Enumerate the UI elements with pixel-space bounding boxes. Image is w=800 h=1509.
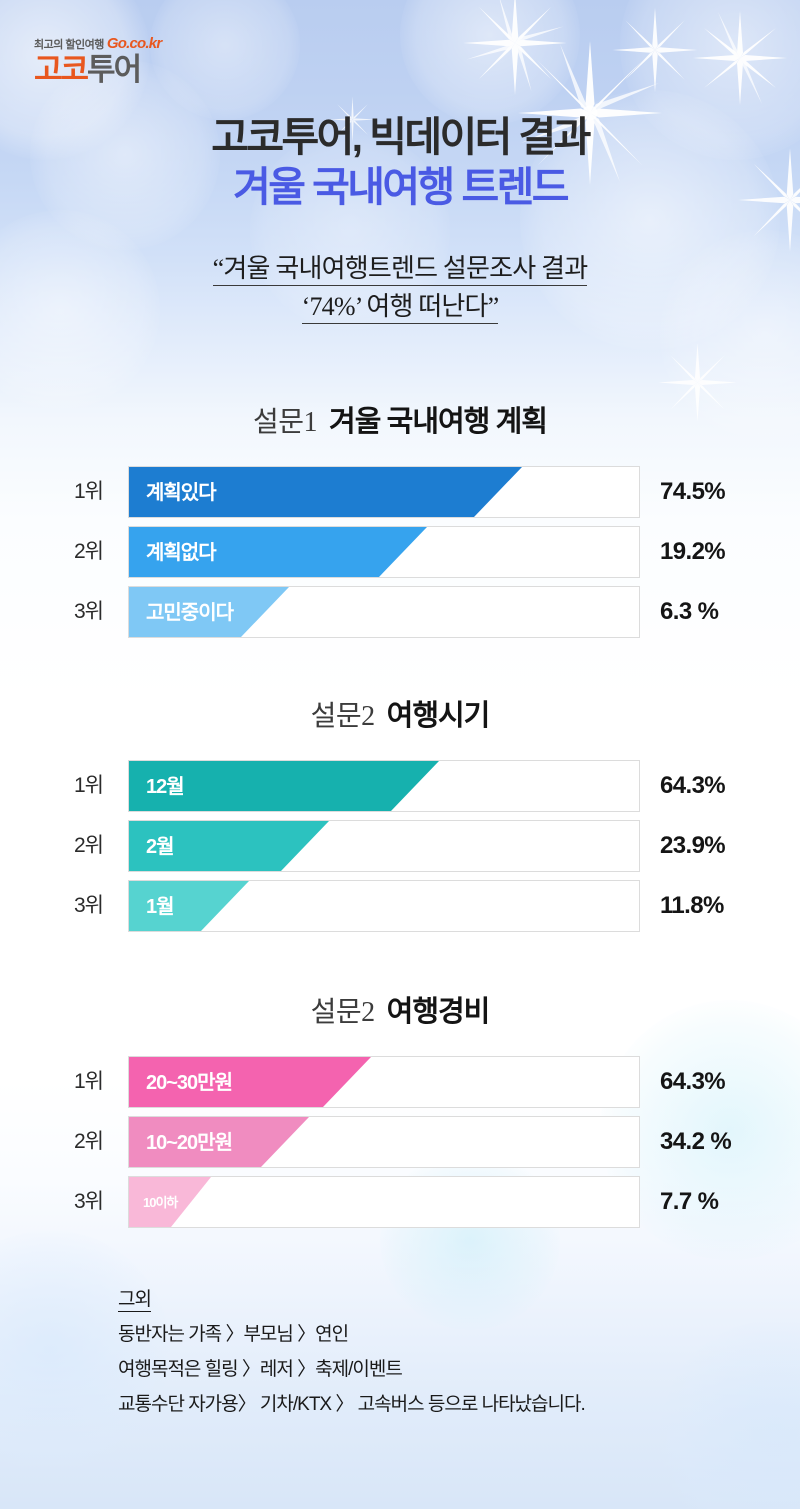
bar-value-label: 64.3% <box>660 1068 726 1095</box>
rank-label: 1위 <box>74 480 104 503</box>
bokeh-circle <box>400 0 580 125</box>
bar-value-label: 7.7 % <box>660 1188 719 1215</box>
bar-value-label: 34.2 % <box>660 1128 732 1155</box>
bar-value-label: 19.2% <box>660 538 726 565</box>
logo-wordmark: 고코투어 <box>34 53 184 87</box>
bar-track: 계획없다 <box>128 526 640 578</box>
snowflake-sparkle-icon <box>612 7 698 93</box>
rank-label: 3위 <box>74 894 104 917</box>
footer-line: 교통수단 자가용〉 기차/KTX 〉 고속버스 등으로 나타났습니다. <box>118 1394 586 1415</box>
snowflake-sparkle-icon <box>463 0 567 95</box>
footer-heading: 그외 <box>118 1289 152 1312</box>
bar-category-label: 2월 <box>146 836 175 858</box>
section-1-title: 겨울 국내여행 계획 <box>329 406 548 438</box>
bar-category-label: 1월 <box>146 896 175 918</box>
rank-label: 1위 <box>74 1070 104 1093</box>
footer-notes: 그외 동반자는 가족 〉부모님 〉연인 여행목적은 힐링 〉레저 〉축제/이벤트… <box>118 1283 778 1422</box>
bar-row: 3위 1월 11.8% <box>0 880 800 932</box>
subtitle-line-1: “겨울 국내여행트렌드 설문조사 결과 <box>0 250 800 288</box>
bar-category-label: 고민중이다 <box>146 602 234 624</box>
logo-tagline: 최고의 할인여행 <box>34 39 104 51</box>
bar-category-label: 10~20만원 <box>146 1132 233 1154</box>
rank-label: 2위 <box>74 834 104 857</box>
survey-section-2: 설문2 여행시기 1위 12월 64.3% 2위 2월 23.9% 3위 1월 <box>0 692 800 940</box>
section-2-survey-number: 설문2 <box>310 701 376 732</box>
footer-line: 동반자는 가족 〉부모님 〉연인 <box>118 1324 349 1345</box>
bar-track: 1월 <box>128 880 640 932</box>
rank-label: 3위 <box>74 1190 104 1213</box>
bar-category-label: 10이하 <box>143 1195 178 1210</box>
brand-logo[interactable]: 최고의 할인여행 Go.co.kr 고코투어 <box>34 36 184 88</box>
footer-line: 여행목적은 힐링 〉레저 〉축제/이벤트 <box>118 1359 403 1380</box>
bar-track: 10~20만원 <box>128 1116 640 1168</box>
title-line-2: 겨울 국내여행 트렌드 <box>233 164 569 210</box>
bar-fill <box>129 527 427 577</box>
bar-category-label: 계획없다 <box>146 542 217 564</box>
bar-row: 2위 10~20만원 34.2 % <box>0 1116 800 1168</box>
subtitle-line-2: ‘74%’ 여행 떠난다” <box>0 288 800 326</box>
logo-wordmark-part1: 고코 <box>34 52 89 87</box>
bar-track: 2월 <box>128 820 640 872</box>
section-1-survey-number: 설문1 <box>253 407 318 438</box>
title-line-1: 고코투어, 빅데이터 결과 <box>211 114 591 160</box>
rank-label: 2위 <box>74 540 104 563</box>
bar-track: 계획있다 <box>128 466 640 518</box>
bar-fill <box>129 761 439 811</box>
bar-row: 2위 2월 23.9% <box>0 820 800 872</box>
bar-row: 3위 고민중이다 6.3 % <box>0 586 800 638</box>
bar-track: 10이하 <box>128 1176 640 1228</box>
bar-value-label: 23.9% <box>660 832 726 859</box>
section-3-title: 여행경비 <box>386 996 491 1028</box>
survey-section-1: 설문1 겨울 국내여행 계획 1위 계획있다 74.5% 2위 계획없다 19.2… <box>0 398 800 646</box>
bar-value-label: 6.3 % <box>660 598 719 625</box>
logo-wordmark-part2: 투어 <box>87 52 142 87</box>
page-subtitle: “겨울 국내여행트렌드 설문조사 결과 ‘74%’ 여행 떠난다” <box>0 250 800 326</box>
logo-domain: Go.co.kr <box>106 35 162 52</box>
rank-label: 3위 <box>74 600 104 623</box>
bar-row: 1위 20~30만원 64.3% <box>0 1056 800 1108</box>
bar-row: 3위 10이하 7.7 % <box>0 1176 800 1228</box>
bar-fill <box>129 467 522 517</box>
bar-category-label: 12월 <box>146 776 185 798</box>
bar-track: 20~30만원 <box>128 1056 640 1108</box>
page-title: 고코투어, 빅데이터 결과 겨울 국내여행 트렌드 <box>0 112 800 212</box>
survey-section-3: 설문2 여행경비 1위 20~30만원 64.3% 2위 10~20만원 34.2… <box>0 988 800 1236</box>
section-2-title: 여행시기 <box>386 700 491 732</box>
section-2-heading: 설문2 여행시기 <box>0 692 800 734</box>
bar-row: 1위 계획있다 74.5% <box>0 466 800 518</box>
section-1-heading: 설문1 겨울 국내여행 계획 <box>0 398 800 440</box>
section-3-heading: 설문2 여행경비 <box>0 988 800 1030</box>
bar-track: 고민중이다 <box>128 586 640 638</box>
bar-fill <box>129 1057 371 1107</box>
bar-row: 2위 계획없다 19.2% <box>0 526 800 578</box>
logo-top-row: 최고의 할인여행 Go.co.kr <box>34 36 184 52</box>
bar-category-label: 계획있다 <box>146 482 217 504</box>
bar-value-label: 74.5% <box>660 478 726 505</box>
bar-value-label: 11.8% <box>660 892 724 919</box>
snowflake-sparkle-icon <box>693 11 787 105</box>
rank-label: 1위 <box>74 774 104 797</box>
rank-label: 2위 <box>74 1130 104 1153</box>
bar-value-label: 64.3% <box>660 772 726 799</box>
bar-row: 1위 12월 64.3% <box>0 760 800 812</box>
bar-category-label: 20~30만원 <box>146 1072 233 1094</box>
section-3-survey-number: 설문2 <box>310 997 376 1028</box>
bar-track: 12월 <box>128 760 640 812</box>
